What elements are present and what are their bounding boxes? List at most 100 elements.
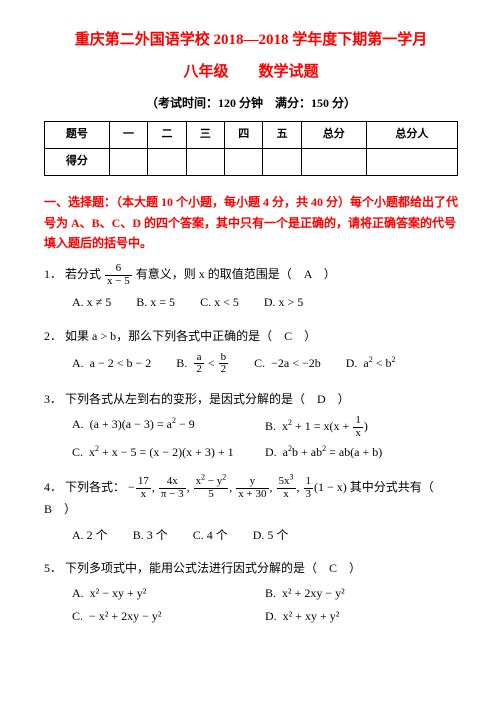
- opt-text: b + ab: [292, 445, 322, 459]
- th-col: 二: [148, 122, 186, 149]
- frac-den: x − 5: [105, 276, 132, 288]
- option-a: A. (a + 3)(a − 3) = a2 − 9: [72, 415, 262, 434]
- q-num: 4．: [44, 480, 62, 494]
- option-c: C. − x² + 2xy − y²: [72, 607, 262, 626]
- option-b: B. 3 个: [133, 526, 168, 545]
- option-a: A. a − 2 < b − 2: [72, 354, 151, 373]
- th-col: 总分: [301, 122, 366, 149]
- q-num: 1．: [44, 267, 62, 281]
- opt-text: x = 5: [150, 295, 175, 309]
- q1-options: A. x ≠ 5 B. x = 5 C. x < 5 D. x > 5: [44, 293, 458, 312]
- fraction: 17x: [136, 476, 151, 500]
- q-text: 下列各式：: [65, 480, 125, 494]
- opt-text: x² + 2xy − y²: [282, 586, 345, 600]
- fraction: 5x3x: [277, 476, 296, 500]
- opt-text: x² − xy + y²: [90, 586, 147, 600]
- opt-text: ): [364, 419, 368, 433]
- option-d: D. x² + xy + y²: [265, 607, 455, 626]
- opt-text: + x − 5 = (x − 2)(x + 3) + 1: [99, 445, 234, 459]
- td-blank: [301, 149, 366, 176]
- th-col: 一: [109, 122, 147, 149]
- td-blank: [225, 149, 263, 176]
- question-1: 1． 若分式 6 x − 5 有意义，则 x 的取值范围是（ A ） A. x …: [44, 263, 458, 312]
- option-a: A. 2 个: [72, 526, 108, 545]
- q5-options: A. x² − xy + y² B. x² + 2xy − y² C. − x²…: [44, 584, 458, 626]
- th-col: 四: [225, 122, 263, 149]
- option-a: A. x² − xy + y²: [72, 584, 262, 603]
- question-3: 3． 下列各式从左到右的变形，是因式分解的是（ D ） A. (a + 3)(a…: [44, 390, 458, 462]
- td-label: 得分: [45, 149, 110, 176]
- option-c: C. x2 + x − 5 = (x − 2)(x + 3) + 1: [72, 443, 262, 462]
- option-c: C. −2a < −2b: [254, 354, 321, 373]
- title-line-1: 重庆第二外国语学校 2018—2018 学年度下期第一学月: [44, 28, 458, 52]
- td-blank: [186, 149, 224, 176]
- opt-text: (a + 3)(a − 3) = a: [90, 417, 172, 431]
- opt-text: + 1 = x(x +: [292, 419, 352, 433]
- frac-num: 1: [353, 415, 363, 428]
- opt-label: B.: [133, 528, 144, 542]
- title-line-2: 八年级 数学试题: [44, 60, 458, 84]
- opt-text: x > 5: [279, 295, 304, 309]
- option-b: B. a2 < b2: [176, 352, 229, 376]
- q3-stem: 3． 下列各式从左到右的变形，是因式分解的是（ D ）: [44, 390, 458, 409]
- fraction: a2: [194, 352, 204, 376]
- option-b: B. x = 5: [136, 293, 175, 312]
- td-blank: [109, 149, 147, 176]
- fraction: b2: [219, 352, 229, 376]
- score-table: 题号 一 二 三 四 五 总分 总分人 得分: [44, 121, 458, 176]
- opt-label: A.: [72, 528, 84, 542]
- opt-text: 2 个: [87, 528, 108, 542]
- th-col: 总分人: [366, 122, 457, 149]
- fraction: 6 x − 5: [105, 263, 132, 287]
- q-text: 下列各式从左到右的变形，是因式分解的是（ D ）: [65, 392, 350, 406]
- fraction: 1x: [353, 415, 363, 439]
- opt-text: x < 5: [214, 295, 239, 309]
- q-text: 下列多项式中，能用公式法进行因式分解的是（ C ）: [65, 561, 361, 575]
- th-label: 题号: [45, 122, 110, 149]
- exam-page: 重庆第二外国语学校 2018—2018 学年度下期第一学月 八年级 数学试题 （…: [0, 0, 502, 660]
- table-row: 题号 一 二 三 四 五 总分 总分人: [45, 122, 458, 149]
- fraction: x2 − y25: [194, 476, 229, 500]
- opt-text: = ab(a + b): [326, 445, 382, 459]
- option-d: D. a2 < b2: [346, 354, 396, 373]
- td-blank: [366, 149, 457, 176]
- q2-options: A. a − 2 < b − 2 B. a2 < b2 C. −2a < −2b…: [44, 352, 458, 376]
- opt-text: 4 个: [207, 528, 228, 542]
- opt-label: D.: [264, 295, 276, 309]
- q-num: 3．: [44, 392, 62, 406]
- option-c: C. 4 个: [193, 526, 228, 545]
- fraction: 4xπ − 3: [159, 476, 186, 500]
- opt-label: A.: [72, 295, 84, 309]
- option-b: B. x² + 2xy − y²: [265, 584, 455, 603]
- opt-text: − 9: [176, 417, 195, 431]
- q1-stem: 1． 若分式 6 x − 5 有意义，则 x 的取值范围是（ A ）: [44, 263, 458, 287]
- option-d: D. a2b + ab2 = ab(a + b): [265, 443, 455, 462]
- opt-label: C.: [193, 528, 204, 542]
- opt-text: x² + xy + y²: [283, 609, 340, 623]
- opt-text: 3 个: [147, 528, 168, 542]
- option-a: A. x ≠ 5: [72, 293, 111, 312]
- frac-den: x: [353, 428, 363, 440]
- fraction: yx + 30: [236, 476, 268, 500]
- opt-text: x ≠ 5: [87, 295, 112, 309]
- opt-text: 5 个: [267, 528, 288, 542]
- q-num: 5．: [44, 561, 62, 575]
- q-text: 如果 a > b，那么下列各式中正确的是（ C ）: [65, 329, 316, 343]
- q-text: 若分式: [65, 267, 101, 281]
- question-2: 2． 如果 a > b，那么下列各式中正确的是（ C ） A. a − 2 < …: [44, 327, 458, 376]
- q-num: 2．: [44, 329, 62, 343]
- option-c: C. x < 5: [200, 293, 239, 312]
- question-4: 4． 下列各式： −17x, 4xπ − 3, x2 − y25, yx + 3…: [44, 476, 458, 544]
- q5-stem: 5． 下列多项式中，能用公式法进行因式分解的是（ C ）: [44, 559, 458, 578]
- opt-text: − x² + 2xy − y²: [89, 609, 162, 623]
- opt-label: C.: [200, 295, 211, 309]
- th-col: 五: [263, 122, 301, 149]
- option-d: D. 5 个: [253, 526, 289, 545]
- th-col: 三: [186, 122, 224, 149]
- section-heading: 一、选择题：（本大题 10 个小题，每小题 4 分，共 40 分）每个小题都给出…: [44, 192, 458, 253]
- q4-stem: 4． 下列各式： −17x, 4xπ − 3, x2 − y25, yx + 3…: [44, 476, 458, 519]
- q4-options: A. 2 个 B. 3 个 C. 4 个 D. 5 个: [44, 526, 458, 545]
- option-d: D. x > 5: [264, 293, 303, 312]
- option-b: B. x2 + 1 = x(x + 1x): [265, 415, 455, 439]
- fraction: 13: [304, 476, 314, 500]
